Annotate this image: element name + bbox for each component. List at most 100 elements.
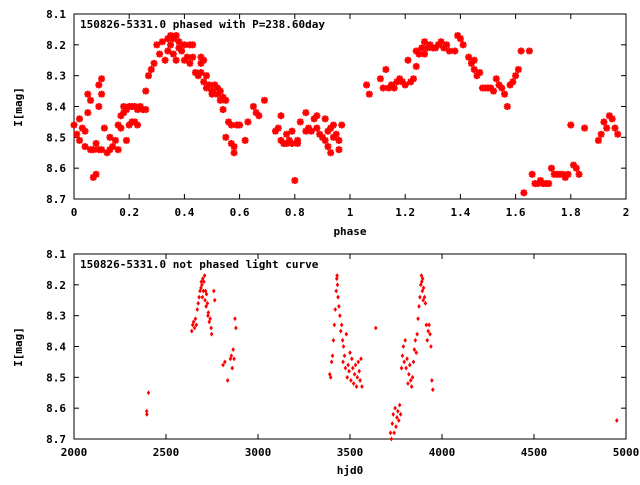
unphased-data-point	[427, 322, 431, 328]
phased-data-point	[241, 136, 249, 144]
unphased-data-point	[394, 424, 398, 430]
unphased-plot-title: 150826-5331.0 not phased light curve	[80, 258, 319, 271]
unphased-data-point	[351, 381, 356, 386]
phased-data-point	[470, 66, 478, 73]
unphased-data-point	[209, 331, 214, 337]
unphased-data-point	[330, 353, 335, 359]
phased-plot-ticks: 0 0.2 0.4 0.6 0.8 1 1.2 1.4 1.6 1.8 2 8.1 8.2 8.3 8.4 8…	[46, 8, 629, 219]
phased-data-point	[528, 170, 536, 178]
unphased-data-point	[360, 384, 364, 389]
phased-data-point	[545, 180, 553, 188]
phased-x-tick-label: 0.8	[285, 206, 305, 219]
unphased-data-point	[231, 347, 235, 352]
unphased-data-point	[206, 310, 211, 315]
unphased-data-point	[419, 282, 423, 288]
unphased-data-point	[416, 316, 420, 322]
phased-data-point	[329, 121, 337, 129]
unphased-data-point	[343, 365, 348, 371]
unphased-data-point	[430, 378, 434, 383]
unphased-data-point	[334, 276, 339, 282]
unphased-plot-ticks: 2000 2500 3000 3500 4000 4500 5000 8.1 8.2 8.3 8.4…	[46, 248, 639, 459]
unphased-data-point	[204, 291, 209, 297]
phased-data-point	[451, 47, 459, 55]
unphased-data-point	[221, 362, 225, 368]
phased-y-tick-label: 8.5	[46, 131, 66, 144]
phased-data-point	[133, 121, 141, 129]
phased-data-point	[503, 103, 511, 110]
unphased-data-point	[422, 294, 427, 300]
phased-data-point	[260, 96, 268, 104]
unphased-data-point	[328, 374, 333, 380]
phased-data-point	[76, 115, 84, 123]
unphased-data-point	[348, 350, 352, 356]
phased-data-point	[291, 177, 299, 184]
phased-data-point	[114, 146, 122, 154]
unphased-data-point	[404, 365, 408, 371]
phased-data-point	[150, 59, 158, 67]
unphased-data-point	[338, 313, 342, 319]
unphased-x-tick-label: 3000	[245, 446, 272, 459]
unphased-data-point	[428, 331, 432, 337]
phased-data-point	[222, 133, 230, 141]
phased-data-point	[98, 146, 106, 154]
phased-data-point	[145, 72, 153, 80]
phased-x-tick-label: 1	[347, 206, 354, 219]
phased-data-point	[164, 47, 172, 55]
phased-data-point	[219, 106, 227, 114]
phased-y-tick-label: 8.2	[46, 39, 66, 52]
unphased-data-point	[194, 322, 199, 328]
phased-y-tick-label: 8.6	[46, 162, 66, 175]
unphased-data-point	[203, 288, 208, 294]
unphased-plot-ylabel: I[mag]	[12, 327, 25, 367]
phased-data-point	[288, 127, 296, 135]
unphased-data-point	[331, 337, 336, 343]
phased-data-point	[376, 75, 384, 83]
phased-data-point	[244, 118, 252, 126]
unphased-data-point	[333, 307, 338, 312]
phased-data-point	[274, 124, 282, 132]
phased-data-point	[172, 32, 180, 40]
phased-data-point	[222, 96, 230, 104]
unphased-data-point	[356, 359, 361, 365]
phased-data-point	[180, 41, 188, 49]
unphased-data-point	[341, 359, 345, 365]
phased-data-point	[249, 103, 257, 110]
unphased-data-point	[408, 378, 413, 383]
unphased-data-point	[223, 359, 227, 365]
unphased-data-point	[420, 276, 425, 282]
phased-data-point	[98, 90, 106, 98]
phased-data-point	[230, 143, 238, 151]
unphased-y-tick-label: 8.2	[46, 279, 66, 292]
phased-data-point	[470, 56, 478, 64]
unphased-data-point	[201, 288, 206, 294]
phased-data-point	[603, 124, 611, 132]
phased-data-point	[117, 124, 125, 132]
phased-data-point	[401, 81, 409, 89]
phased-data-point	[109, 143, 117, 151]
phased-x-tick-label: 1.8	[561, 206, 581, 219]
phased-data-point	[594, 136, 602, 144]
phased-data-point	[492, 75, 500, 83]
unphased-y-tick-label: 8.6	[46, 402, 66, 415]
unphased-x-tick-label: 4000	[429, 446, 456, 459]
phased-plot-title: 150826-5331.0 phased with P=238.60day	[80, 18, 325, 31]
phased-data-point	[459, 41, 467, 49]
unphased-data-point	[354, 384, 359, 389]
unphased-data-point	[418, 294, 422, 300]
phased-data-point	[335, 136, 343, 144]
unphased-data-point	[414, 350, 419, 356]
phased-data-point	[147, 66, 155, 73]
phased-data-point	[81, 127, 89, 135]
phased-data-point	[437, 38, 445, 46]
unphased-data-point	[208, 316, 212, 322]
unphased-data-point	[347, 368, 351, 374]
phased-data-point	[189, 53, 197, 61]
phased-data-point	[81, 143, 89, 151]
phased-y-tick-label: 8.4	[46, 101, 66, 114]
phased-data-point	[84, 109, 92, 117]
unphased-data-point	[425, 337, 430, 343]
unphased-x-tick-label: 5000	[613, 446, 640, 459]
unphased-data-point	[200, 282, 204, 288]
phased-data-point	[327, 149, 335, 157]
